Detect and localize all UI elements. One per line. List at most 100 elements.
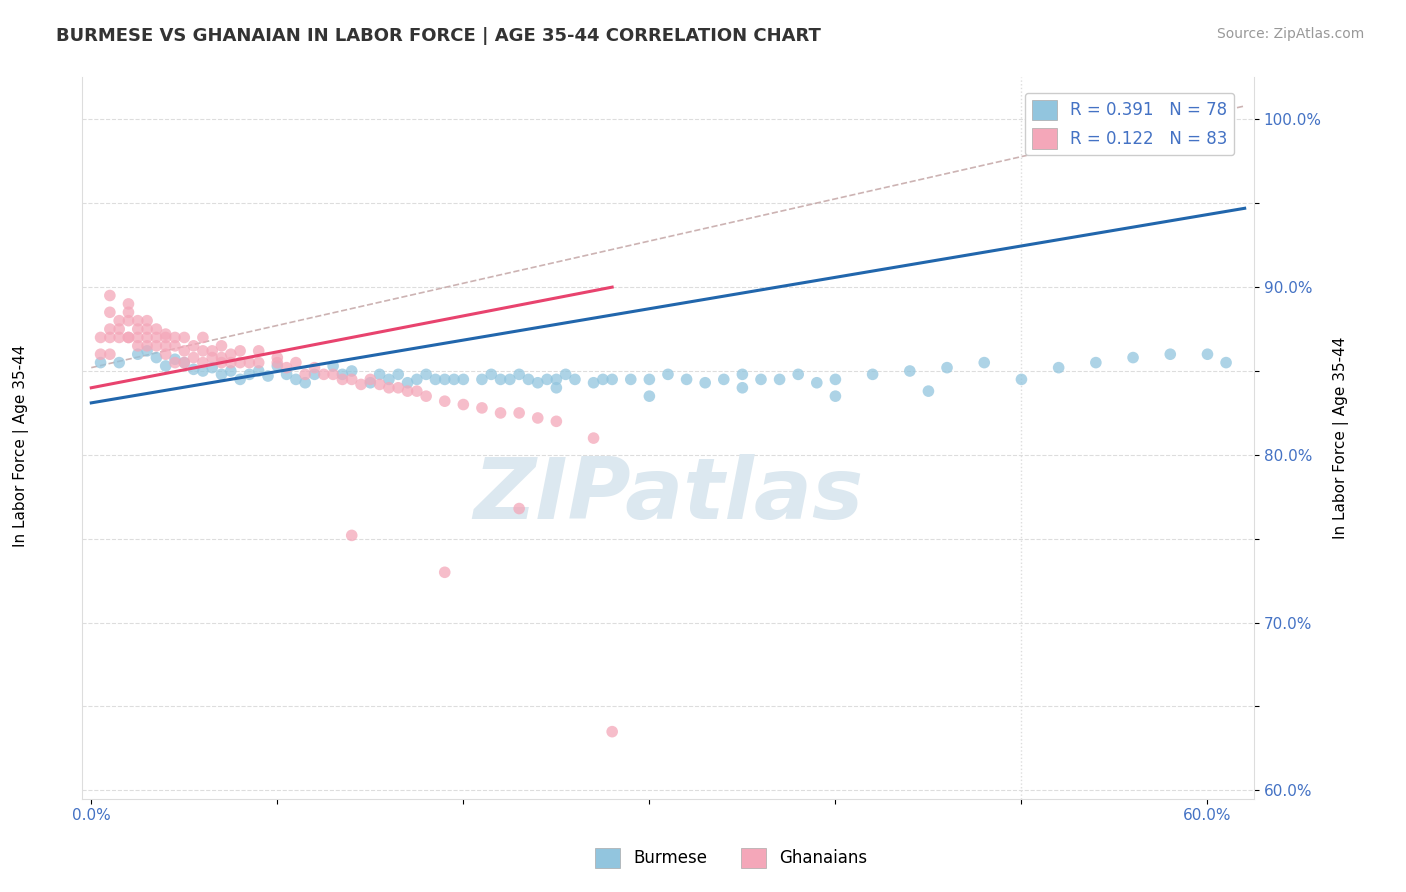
Point (1159, 347, 1181, 361)
Point (657, 368, 679, 382)
Text: ZIPatlas: ZIPatlas (472, 454, 863, 537)
Point (117, 314, 139, 328)
Point (155, 330, 177, 344)
Point (276, 360, 298, 375)
Point (173, 343, 195, 358)
Point (1047, 360, 1070, 375)
Point (304, 360, 326, 375)
Point (117, 297, 139, 311)
Point (163, 352, 186, 367)
Point (136, 314, 159, 328)
Point (183, 351, 205, 365)
Point (340, 372, 363, 386)
Point (257, 369, 280, 384)
Point (173, 356, 195, 370)
Point (582, 431, 605, 445)
Point (127, 330, 149, 344)
Point (340, 364, 363, 378)
Point (191, 364, 214, 378)
Point (108, 330, 131, 344)
Point (425, 372, 447, 386)
Point (508, 501, 530, 516)
Point (546, 381, 568, 395)
Point (359, 372, 381, 386)
Point (433, 394, 456, 409)
Point (219, 356, 242, 370)
Point (304, 368, 326, 382)
Point (340, 528, 363, 542)
Point (90, 330, 112, 344)
Point (201, 360, 224, 375)
Point (536, 372, 558, 386)
Point (117, 330, 139, 344)
Point (163, 339, 186, 353)
Point (98, 347, 121, 361)
Point (731, 368, 754, 382)
Point (127, 314, 149, 328)
Point (211, 339, 233, 353)
Point (378, 372, 401, 386)
Point (405, 384, 427, 398)
Point (294, 368, 316, 382)
Point (238, 356, 260, 370)
Point (201, 351, 224, 365)
Point (1084, 356, 1107, 370)
Point (90, 347, 112, 361)
Point (173, 330, 195, 344)
Point (155, 327, 177, 342)
Point (564, 372, 586, 386)
Point (266, 356, 288, 370)
Point (554, 368, 576, 382)
Point (183, 339, 205, 353)
Point (1215, 356, 1237, 370)
Point (378, 381, 401, 395)
Y-axis label: In Labor Force | Age 35-44: In Labor Force | Age 35-44 (1333, 337, 1348, 540)
Point (638, 389, 661, 403)
Point (229, 356, 252, 370)
Point (145, 330, 167, 344)
Point (387, 368, 409, 382)
Point (90, 356, 112, 370)
Point (433, 566, 456, 580)
Point (238, 368, 260, 382)
Point (917, 384, 939, 398)
Point (145, 351, 167, 365)
Point (332, 372, 354, 386)
Point (229, 372, 252, 386)
Point (322, 368, 344, 382)
Point (108, 322, 131, 336)
Point (936, 360, 959, 375)
Point (546, 414, 568, 428)
Point (675, 372, 697, 386)
Point (266, 359, 288, 373)
Point (284, 372, 307, 386)
Point (862, 368, 884, 382)
Point (155, 359, 177, 373)
Point (787, 368, 810, 382)
Point (489, 372, 512, 386)
Point (517, 372, 540, 386)
Point (768, 372, 790, 386)
Point (600, 724, 623, 739)
Point (183, 362, 205, 376)
Point (332, 368, 354, 382)
Point (806, 376, 828, 390)
Point (415, 368, 437, 382)
Point (98, 330, 121, 344)
Point (453, 398, 475, 412)
Text: Source: ZipAtlas.com: Source: ZipAtlas.com (1216, 27, 1364, 41)
Point (294, 376, 316, 390)
Point (973, 356, 995, 370)
Point (489, 406, 512, 420)
Point (713, 372, 735, 386)
Point (247, 364, 270, 378)
Point (191, 343, 214, 358)
Point (396, 384, 419, 398)
Point (136, 330, 159, 344)
Point (136, 343, 159, 358)
Point (695, 376, 717, 390)
Point (582, 376, 605, 390)
Point (471, 401, 494, 415)
Point (396, 376, 419, 390)
Point (191, 356, 214, 370)
